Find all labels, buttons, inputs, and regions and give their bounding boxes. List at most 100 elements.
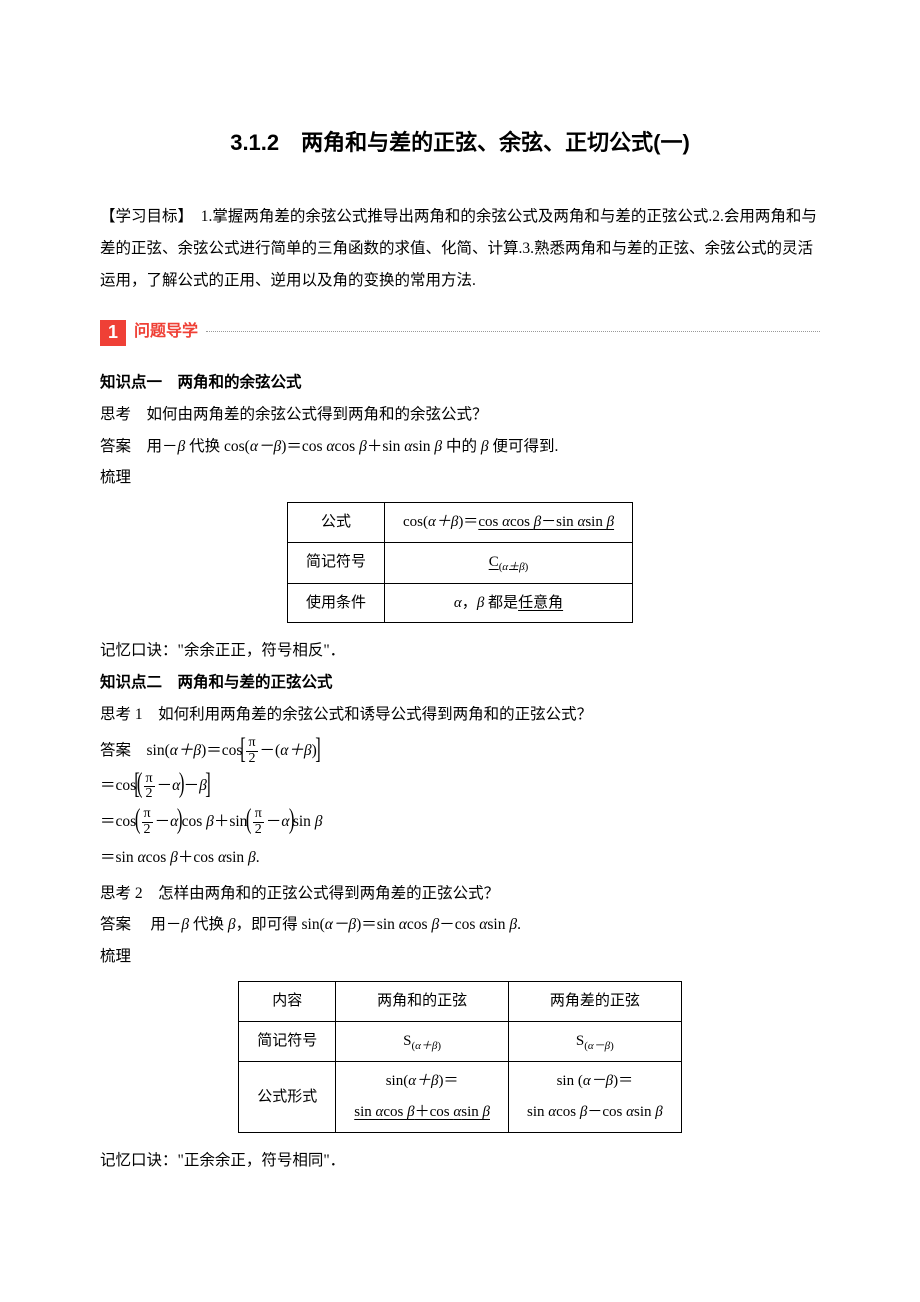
var: β	[483, 1104, 490, 1120]
frac-den: 2	[142, 823, 153, 838]
var: β	[248, 849, 256, 866]
var: α	[399, 916, 407, 933]
text: cos	[478, 514, 502, 530]
objectives: 【学习目标】 1.掌握两角差的余弦公式推导出两角和的余弦公式及两角和与差的正弦公…	[100, 201, 820, 296]
text: －	[184, 777, 200, 794]
text: cos	[182, 813, 207, 830]
section-dotted-line	[206, 331, 820, 332]
var: β	[434, 438, 442, 455]
t1-h2: 简记符号	[287, 543, 384, 584]
knowledge-point-1: 知识点一 两角和的余弦公式	[100, 367, 820, 399]
var: α	[548, 1104, 556, 1120]
text: ，即可得 sin(	[236, 916, 325, 933]
text: sin	[634, 1104, 655, 1120]
var: α－β	[588, 1040, 610, 1052]
derivation-line-2: ＝cos[(π2－α)－β]	[100, 770, 820, 802]
var: α＋β	[280, 742, 311, 759]
text: －sin	[541, 514, 577, 530]
table-row: 公式 cos(α＋β)＝cos αcos β－sin αsin β	[287, 503, 632, 543]
text: 便可得到.	[489, 438, 559, 455]
text: C	[489, 554, 499, 570]
text: cos	[510, 514, 534, 530]
text: ＝cos	[100, 777, 136, 794]
tip-1: 记忆口诀："余余正正，符号相反"．	[100, 635, 820, 667]
text: －	[155, 813, 171, 830]
text: ＋sin	[214, 813, 248, 830]
section-bar: 1 问题导学	[100, 316, 820, 349]
var: α	[454, 595, 462, 611]
fraction: π2	[142, 807, 153, 837]
var: α－β	[325, 916, 356, 933]
section-number-box: 1	[100, 320, 126, 346]
text: 代换	[189, 916, 228, 933]
frac-den: 2	[247, 752, 258, 767]
table-row: 简记符号 S(α＋β) S(α－β)	[239, 1021, 682, 1062]
t1-c2: C(α＋β)	[384, 543, 632, 584]
text: sin	[461, 1104, 482, 1120]
think-3-text: 怎样由两角和的正弦公式得到两角差的正弦公式？	[158, 885, 499, 902]
t2-form-sum: sin(α＋β)＝ sin αcos β＋cos αsin β	[336, 1062, 509, 1133]
text: cos	[335, 438, 360, 455]
text: sin	[354, 1104, 375, 1120]
derivation-line-1: 答案 sin(α＋β)＝cos[π2－(α＋β)]	[100, 735, 820, 767]
frac-num: π	[246, 736, 257, 752]
text: ＋sin	[367, 438, 404, 455]
think-2-label: 思考 1	[100, 706, 143, 723]
var: α	[502, 514, 510, 530]
underline: 任意角	[518, 595, 563, 611]
text: )	[437, 1040, 441, 1052]
t2-sym-sum: S(α＋β)	[336, 1021, 509, 1062]
section-label: 问题导学	[134, 316, 198, 349]
var: α－β	[583, 1073, 613, 1089]
text: )	[525, 561, 529, 573]
text: ＋cos	[415, 1104, 454, 1120]
text: sin(	[131, 742, 170, 759]
subscript: (α－β)	[584, 1040, 614, 1052]
var: α＋β	[170, 742, 201, 759]
var: β	[509, 916, 517, 933]
text: －	[157, 777, 173, 794]
frac-den: 2	[253, 823, 264, 838]
think-2-text: 如何利用两角差的余弦公式和诱导公式得到两角和的正弦公式？	[143, 706, 593, 723]
tip-2: 记忆口诀："正余余正，符号相同"．	[100, 1145, 820, 1177]
derivation-line-4: ＝sin αcos β＋cos αsin β.	[100, 842, 820, 874]
text: )＝cos	[281, 438, 326, 455]
var: α	[137, 849, 145, 866]
var: α	[626, 1104, 634, 1120]
text: sin	[487, 916, 509, 933]
text: )＝sin	[356, 916, 399, 933]
derivation-line-3: ＝cos(π2－α)cos β＋sin(π2－α)sin β	[100, 806, 820, 838]
var: β	[228, 916, 236, 933]
var: β	[170, 849, 178, 866]
text: sin	[412, 438, 434, 455]
text: ＝cos	[100, 813, 136, 830]
think-2: 思考 1 如何利用两角差的余弦公式和诱导公式得到两角和的正弦公式？	[100, 699, 820, 731]
text: sin(	[386, 1073, 409, 1089]
text: 都是	[484, 595, 518, 611]
text: －cos	[439, 916, 479, 933]
page-title: 3.1.2 两角和与差的正弦、余弦、正切公式(一)	[100, 120, 820, 165]
think-3-label: 思考 2	[100, 885, 143, 902]
t1-c3: α，β 都是任意角	[384, 583, 632, 623]
text: －(	[260, 742, 281, 759]
frac-num: π	[253, 807, 264, 823]
t1-h3: 使用条件	[287, 583, 384, 623]
comb-1-label: 梳理	[100, 462, 820, 494]
var: α＋β	[408, 1073, 438, 1089]
answer-1: 答案 用－β 代换 cos(α－β)＝cos αcos β＋sin αsin β…	[100, 431, 820, 463]
text: cos	[407, 916, 432, 933]
text: ，	[462, 595, 477, 611]
t2-h2: 两角和的正弦	[336, 981, 509, 1021]
var: β	[359, 438, 367, 455]
var: β	[655, 1104, 662, 1120]
text: 代换 cos(	[185, 438, 250, 455]
t1-h1: 公式	[287, 503, 384, 543]
text: )	[610, 1040, 614, 1052]
text: cos	[383, 1104, 407, 1120]
underline: sin αcos β＋cos αsin β	[354, 1104, 490, 1120]
text: sin	[585, 514, 606, 530]
frac-num: π	[142, 807, 153, 823]
underline: C(α＋β)	[489, 554, 529, 570]
objectives-text: 1.掌握两角差的余弦公式推导出两角和的余弦公式及两角和与差的正弦公式.2.会用两…	[100, 208, 817, 289]
think-1-label: 思考	[100, 406, 131, 423]
